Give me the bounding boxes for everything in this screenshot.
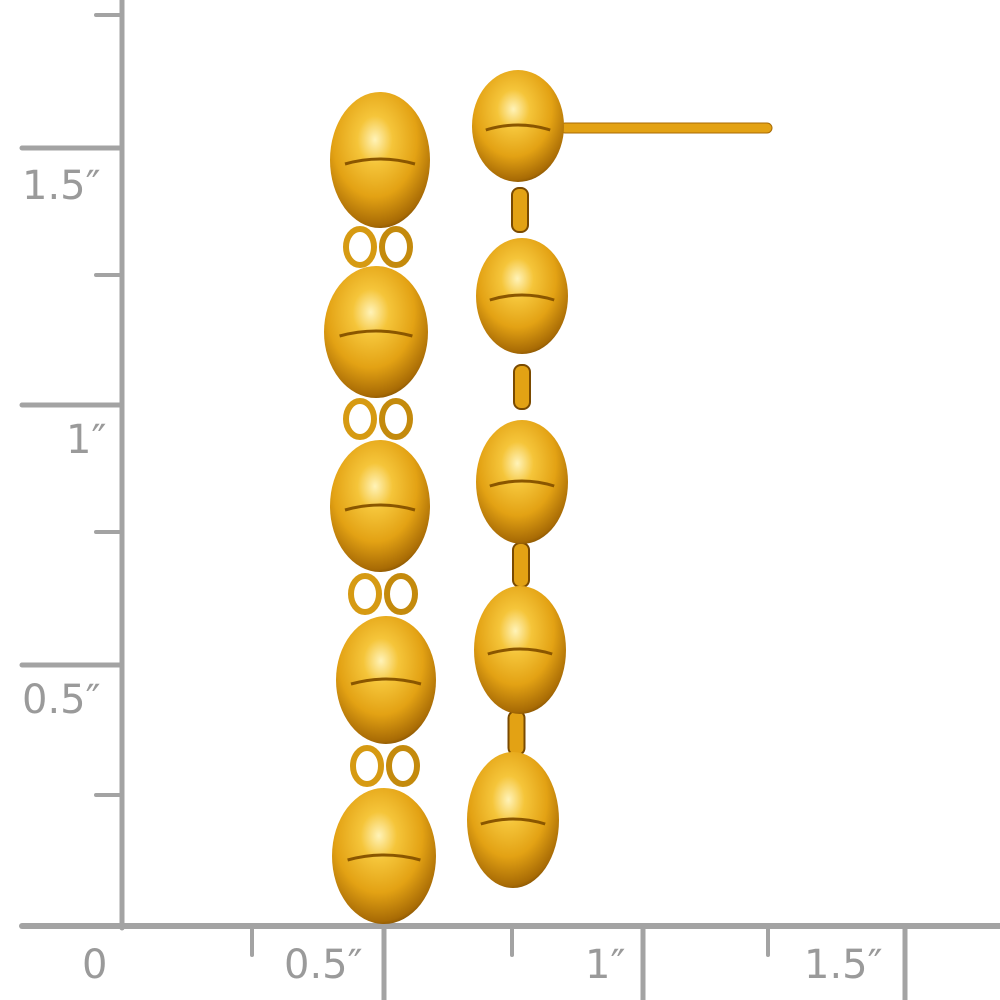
bead-highlight — [485, 123, 551, 132]
chain-link — [379, 226, 413, 268]
bead-highlight — [489, 479, 555, 488]
ruler-label-v-1.5: 1.5″ — [22, 163, 101, 209]
chain-link — [511, 187, 529, 233]
bead-highlight — [350, 677, 422, 686]
chain-link — [343, 226, 377, 268]
chain-link — [348, 573, 382, 615]
bead-highlight — [487, 647, 553, 656]
chain-link — [384, 573, 418, 615]
bead-highlight — [339, 329, 413, 338]
ruler-label-h-1: 1″ — [585, 942, 626, 988]
left-earring — [324, 92, 436, 924]
chain-link — [379, 398, 413, 440]
ruler-label-h-0.5: 0.5″ — [284, 942, 363, 988]
chain-link — [507, 710, 526, 756]
chain-link — [513, 364, 531, 410]
ruler — [19, 0, 1000, 1000]
ruler-label-v-0.5: 0.5″ — [22, 677, 101, 723]
bead-highlight — [347, 853, 421, 862]
chain-link — [512, 542, 530, 588]
bead-highlight — [489, 293, 555, 302]
chain-link — [350, 745, 384, 787]
ruler-label-h-0: 0 — [82, 942, 108, 988]
ruler-label-h-1.5: 1.5″ — [804, 942, 883, 988]
chain-link — [343, 398, 377, 440]
right-earring — [467, 70, 773, 888]
bead-highlight — [344, 503, 416, 512]
bead-highlight — [480, 817, 546, 826]
chain-link — [386, 745, 420, 787]
ruler-label-v-1: 1″ — [66, 417, 107, 463]
earring-post — [559, 122, 773, 134]
bead-highlight — [344, 157, 416, 166]
